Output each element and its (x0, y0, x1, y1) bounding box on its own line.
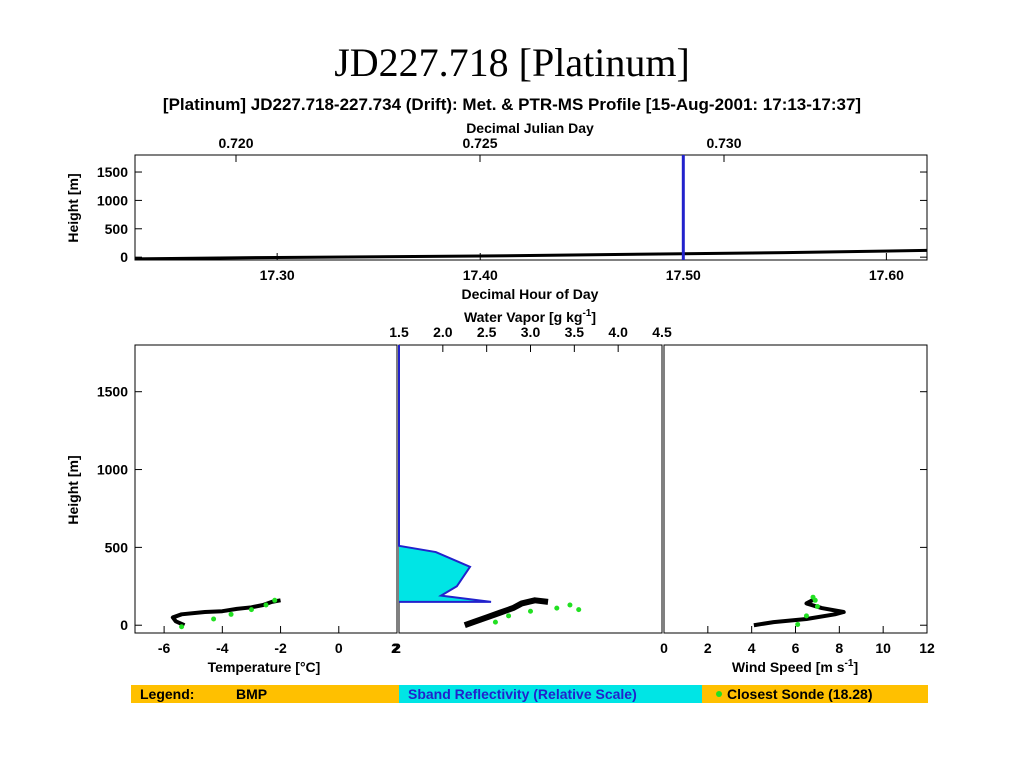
figure-title: [Platinum] JD227.718-227.734 (Drift): Me… (163, 95, 861, 114)
legend-reflectivity-swatch (399, 685, 702, 703)
x-tick-label: 6 (792, 640, 800, 656)
bottom-tick-labels: 17.30 17.40 17.50 17.60 (260, 253, 904, 283)
wind-speed-panel-frame (663, 344, 928, 634)
sonde-point (528, 608, 533, 614)
wind-speed-axis-label: Wind Speed [m s-1] (732, 658, 858, 675)
x-tick-label: 12 (919, 640, 935, 656)
sonde-point (506, 613, 512, 619)
top-tick-label: 3.5 (565, 324, 585, 340)
x-tick-label: 17.60 (869, 267, 904, 283)
legend: Legend: BMP Sband Reflectivity (Relative… (131, 685, 928, 703)
x-tick-label: 2 (704, 640, 712, 656)
water-vapor-profile (463, 597, 549, 629)
legend-sonde-marker (716, 691, 722, 697)
y-tick-label: 500 (105, 539, 129, 555)
y-tick-label: 0 (120, 249, 128, 265)
top-tick-label: 4.5 (652, 324, 672, 340)
top-tick-label: 0.725 (462, 135, 497, 151)
legend-item-reflectivity: Sband Reflectivity (Relative Scale) (408, 686, 637, 702)
reflectivity-tick-label: 2 (391, 640, 399, 656)
wind-x-tick-labels: 2 4 6 8 10 12 (663, 626, 935, 656)
legend-item-sonde: Closest Sonde (18.28) (727, 686, 873, 702)
x-tick-label: 17.50 (666, 267, 701, 283)
sonde-point (211, 616, 217, 622)
temperature-x-tick-labels: -6 -4 -2 0 2 (158, 626, 401, 656)
water-vapor-data-layer (398, 345, 582, 629)
y-tick-label: 1500 (97, 164, 128, 180)
top-tick-label: 4.0 (608, 324, 628, 340)
reflectivity-area (399, 545, 492, 602)
y-tick-label: 1500 (97, 384, 128, 400)
legend-label: Legend: (140, 686, 194, 702)
wind-speed-panel: 2 4 6 8 10 12 Wind Speed [m s-1] (663, 344, 935, 675)
altitude-series-line (134, 248, 928, 261)
sonde-point (263, 602, 269, 608)
x-tick-label: 17.30 (260, 267, 295, 283)
x-tick-label: -2 (274, 640, 287, 656)
x-tick-label: 8 (835, 640, 843, 656)
sonde-point (814, 604, 820, 610)
top-axis-title: Decimal Julian Day (466, 120, 594, 136)
sonde-point (810, 594, 816, 600)
x-tick-label: 10 (875, 640, 891, 656)
sonde-point (228, 611, 234, 617)
top-tick-label: 3.0 (521, 324, 541, 340)
page-title: JD227.718 [Platinum] (334, 40, 690, 85)
temperature-data-layer (170, 597, 281, 630)
sonde-point (179, 624, 185, 630)
x-tick-label: 17.40 (463, 267, 498, 283)
time-series-panel: Decimal Julian Day 0.720 0.725 0.730 17.30… (65, 120, 928, 302)
sonde-point (272, 597, 278, 603)
sonde-point (576, 607, 582, 613)
top-tick-label: 0.720 (218, 135, 253, 151)
y-tick-label: 1000 (97, 192, 128, 208)
y-tick-labels: 0 500 1000 1500 (97, 164, 927, 265)
temperature-axis-label: Temperature [°C] (208, 659, 321, 675)
y-tick-label: 500 (105, 221, 129, 237)
sonde-point (795, 621, 801, 627)
x-tick-label: 4 (748, 640, 756, 656)
y-tick-label: 1000 (97, 462, 128, 478)
x-tick-label: -4 (216, 640, 229, 656)
temperature-y-axis-label: Height [m] (65, 455, 81, 524)
top-tick-label: 2.0 (433, 324, 453, 340)
sonde-point (492, 619, 498, 625)
top-tick-label: 0.730 (706, 135, 741, 151)
water-vapor-top-tick-labels: 1.5 2.0 2.5 3.0 3.5 4.0 4.5 (389, 324, 672, 352)
sonde-point (248, 607, 254, 613)
y-axis-label: Height [m] (65, 173, 81, 242)
water-vapor-axis-title: Water Vapor [g kg-1] (464, 308, 596, 325)
x-tick-label: 0 (335, 640, 343, 656)
wind-speed-profile (753, 596, 846, 628)
sonde-point (803, 613, 809, 619)
temperature-panel: 0 500 1000 1500 -6 -4 -2 0 2 Height [m] Tempera… (65, 344, 927, 675)
time-data-layer (134, 155, 928, 261)
time-panel-frame (134, 154, 928, 261)
reflectivity-tick-label: 0 (660, 640, 668, 656)
top-tick-label: 1.5 (389, 324, 409, 340)
x-axis-label: Decimal Hour of Day (462, 286, 599, 302)
y-tick-label: 0 (120, 617, 128, 633)
top-tick-labels: 0.720 0.725 0.730 (218, 135, 742, 162)
water-vapor-panel: Water Vapor [g kg-1] 1.5 2.0 2.5 3.0 3.5 4.0 4… (389, 308, 672, 656)
sonde-point (567, 602, 573, 608)
temperature-panel-frame (134, 344, 398, 634)
x-tick-label: -6 (158, 640, 171, 656)
temperature-y-tick-labels: 0 500 1000 1500 (97, 384, 927, 633)
wind-data-layer (753, 594, 846, 628)
sonde-point (554, 605, 560, 611)
reflectivity-outline (398, 345, 492, 603)
x-tick-label: 2 (393, 640, 401, 656)
top-tick-label: 2.5 (477, 324, 497, 340)
legend-item-bmp: BMP (236, 686, 267, 702)
